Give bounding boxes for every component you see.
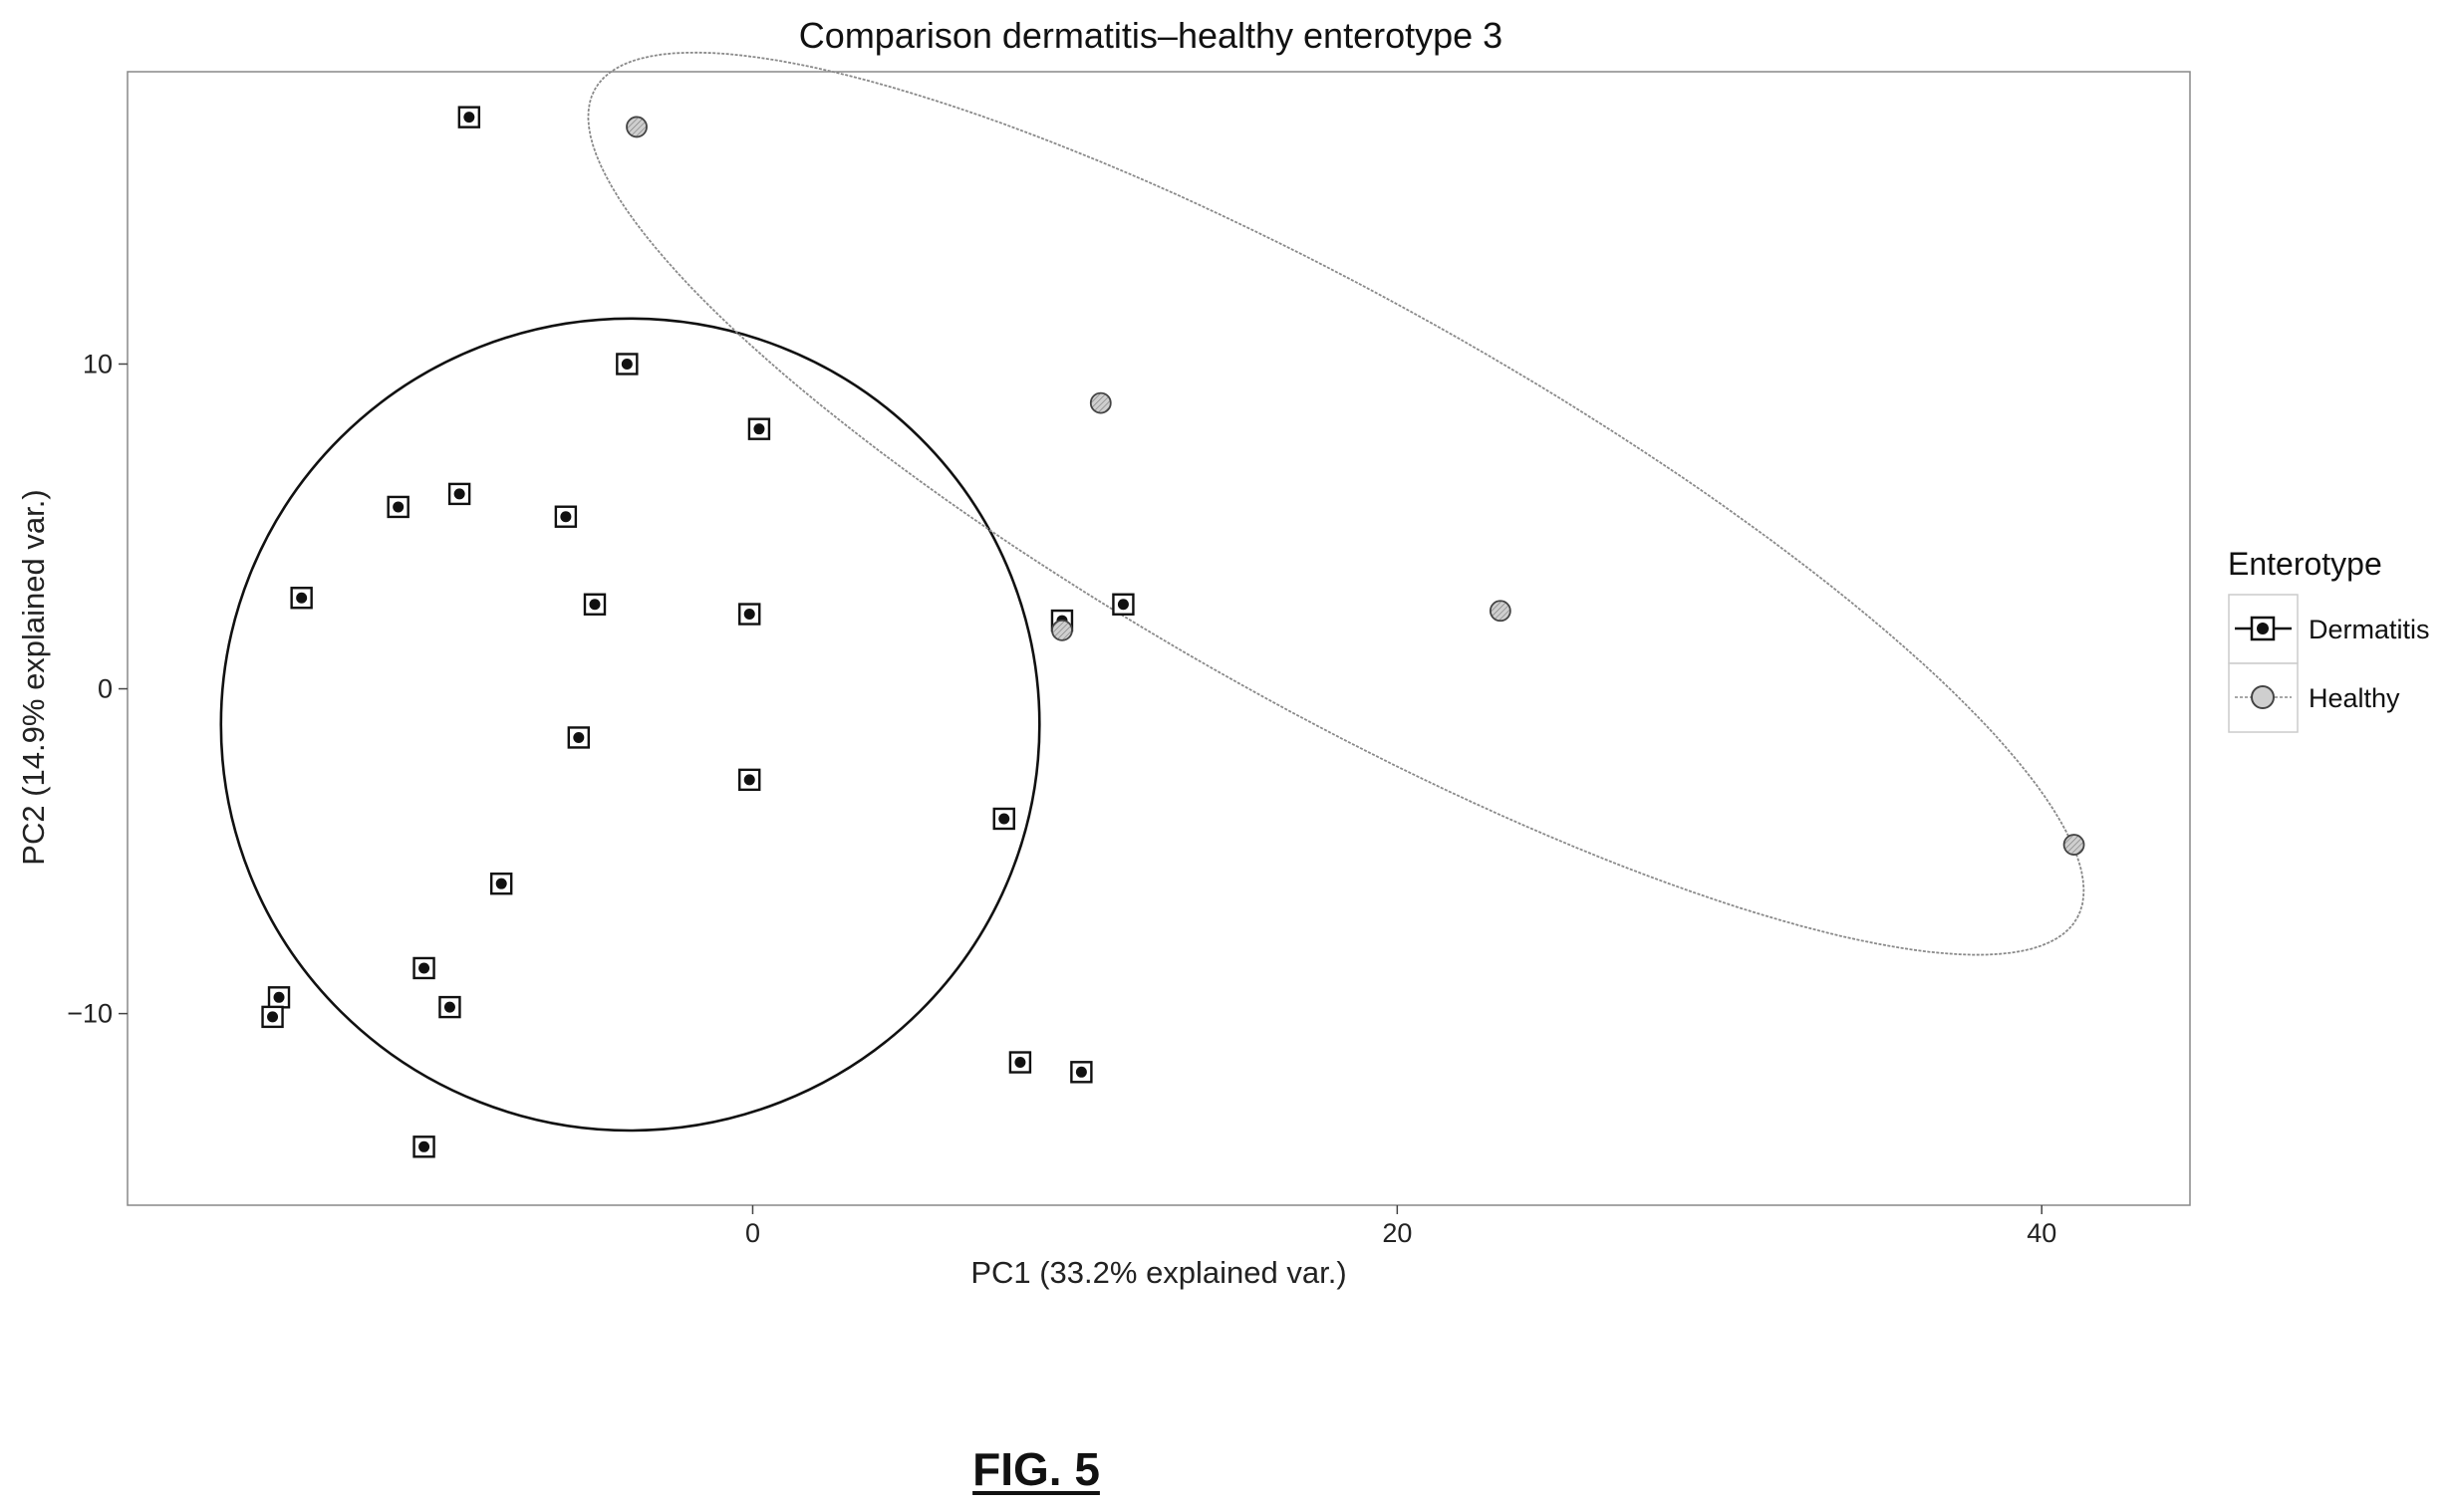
dermatitis-point [992, 807, 1015, 831]
dermatitis-point [489, 872, 513, 895]
legend-label-dermatitis: Dermatitis [2309, 615, 2430, 644]
healthy-point [2062, 834, 2085, 856]
figure-caption: FIG. 5 [972, 1443, 1100, 1495]
x-tick-label: 40 [2027, 1218, 2056, 1248]
dermatitis-point [457, 106, 481, 128]
x-tick-label: 0 [745, 1218, 760, 1248]
dermatitis-ellipse [219, 317, 1041, 1133]
dermatitis-point [554, 505, 578, 528]
y-axis-label: PC2 (14.9% explained var.) [16, 489, 51, 865]
dermatitis-point [1008, 1051, 1032, 1074]
y-tick-label: 0 [98, 674, 113, 704]
healthy-ellipse [587, 51, 2085, 956]
x-axis-ticks: 0 20 40 [745, 1205, 2056, 1248]
y-tick-label: 10 [83, 349, 113, 378]
dermatitis-point [438, 995, 461, 1019]
legend-label-healthy: Healthy [2309, 683, 2400, 713]
dermatitis-point [738, 603, 761, 626]
dermatitis-point [261, 1005, 284, 1029]
dermatitis-point [267, 986, 291, 1009]
chart-title: Comparison dermatitis–healthy enterotype… [799, 15, 1502, 56]
dermatitis-point [412, 1135, 435, 1158]
legend-marker-healthy [2251, 685, 2275, 709]
healthy-point [1089, 391, 1112, 414]
data-points [261, 106, 2085, 1158]
legend-title: Enterotype [2228, 546, 2382, 582]
dermatitis-point [387, 495, 409, 519]
healthy-point [626, 116, 648, 138]
x-axis-label: PC1 (33.2% explained var.) [970, 1255, 1346, 1290]
dermatitis-point [290, 587, 313, 610]
x-tick-label: 20 [1382, 1218, 1412, 1248]
legend-dot-dermatitis [2257, 623, 2269, 634]
healthy-point [1051, 619, 1073, 641]
dermatitis-point [447, 482, 471, 506]
dermatitis-point [616, 353, 639, 376]
plot-panel [127, 71, 2191, 1206]
dermatitis-point [738, 768, 761, 792]
dermatitis-point [747, 417, 771, 440]
dermatitis-point [1070, 1061, 1093, 1084]
dermatitis-point [1112, 593, 1135, 616]
dermatitis-point [412, 956, 435, 980]
legend: Enterotype Dermatitis Healthy [2228, 546, 2430, 733]
dermatitis-point [567, 726, 591, 749]
y-axis-ticks: −10 0 10 [67, 349, 128, 1029]
confidence-ellipses [219, 51, 2085, 1133]
dermatitis-point [583, 593, 607, 616]
y-tick-label: −10 [67, 999, 113, 1029]
healthy-point [1489, 600, 1511, 623]
